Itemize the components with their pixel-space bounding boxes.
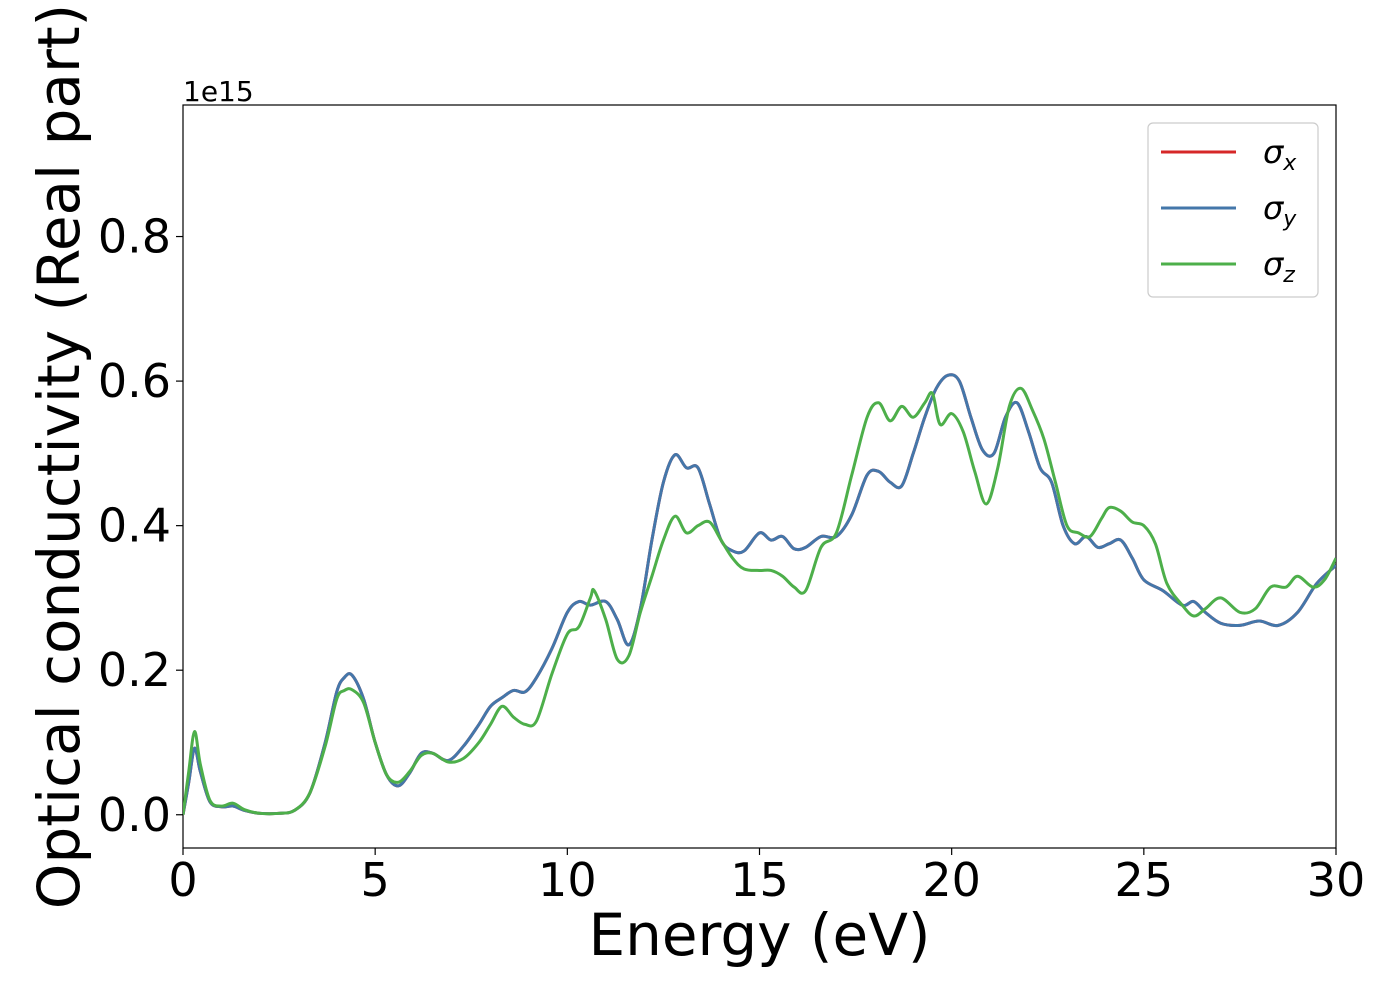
y-axis-ticks: 0.0 0.2 0.4 0.6 0.8 bbox=[98, 210, 183, 842]
x-tick-label: 20 bbox=[922, 853, 981, 907]
x-tick-label: 30 bbox=[1307, 853, 1366, 907]
plot-frame bbox=[182, 104, 1337, 849]
series-lines bbox=[183, 373, 1336, 816]
x-tick-label: 15 bbox=[730, 853, 789, 907]
y-tick-label: 0.8 bbox=[98, 210, 171, 264]
series-line-z bbox=[183, 386, 1336, 816]
x-axis-label: Energy (eV) bbox=[588, 901, 930, 969]
y-offset-label: 1e15 bbox=[183, 75, 254, 108]
plot-area bbox=[182, 104, 1337, 849]
y-tick-label: 0.2 bbox=[98, 643, 171, 697]
y-tick-label: 0.6 bbox=[98, 354, 171, 408]
x-tick-label: 0 bbox=[168, 853, 197, 907]
legend-box bbox=[1147, 122, 1319, 298]
x-tick-label: 25 bbox=[1115, 853, 1174, 907]
y-tick-label: 0.0 bbox=[98, 788, 171, 842]
x-tick-label: 10 bbox=[538, 853, 597, 907]
x-axis-ticks: 0 5 10 15 20 25 30 bbox=[168, 848, 1365, 907]
y-axis-label: Optical conductivity (Real part) bbox=[25, 4, 93, 909]
x-tick-label: 5 bbox=[361, 853, 390, 907]
y-tick-label: 0.4 bbox=[98, 499, 171, 553]
